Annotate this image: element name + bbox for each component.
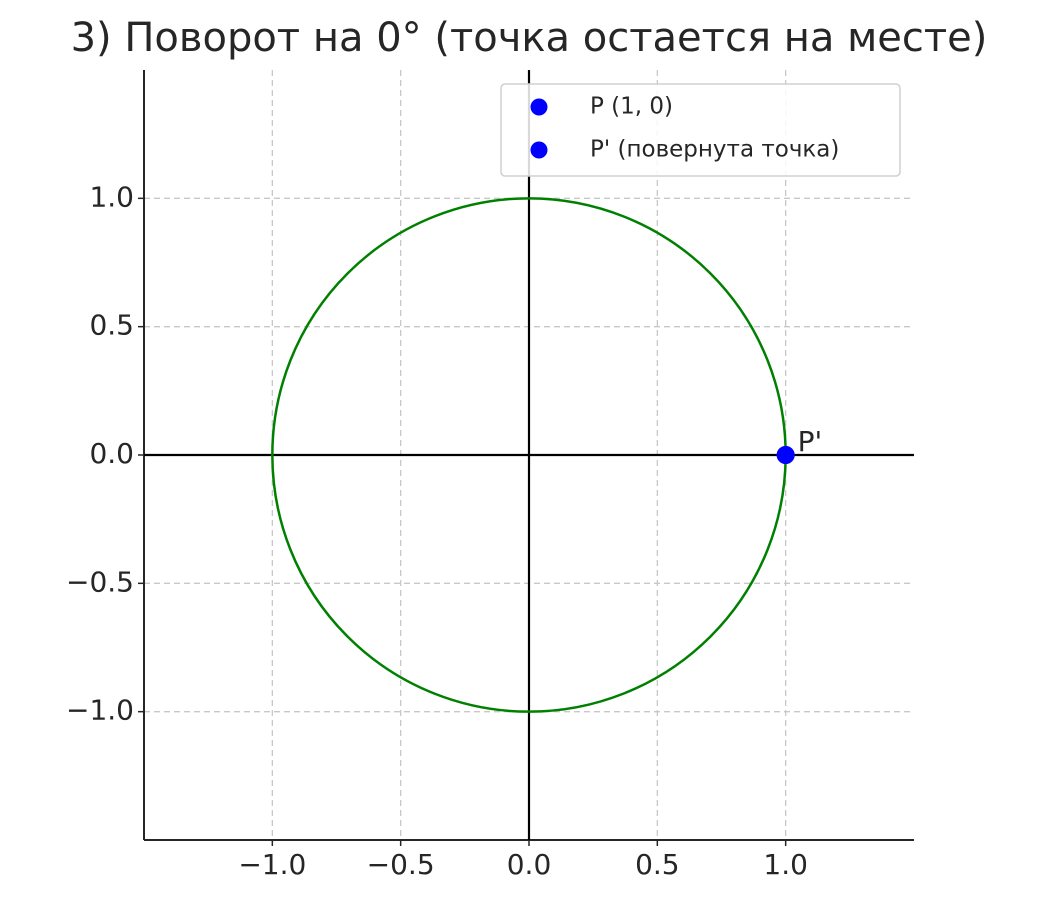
legend-marker [530, 98, 548, 116]
y-tick-label: −1.0 [66, 694, 134, 727]
legend-label: P' (повернута точка) [590, 137, 839, 163]
y-tick-label: −0.5 [66, 565, 134, 598]
x-tick-label: 1.0 [763, 848, 808, 881]
annotation: P' [798, 425, 823, 458]
x-tick-label: 0.0 [507, 848, 552, 881]
y-tick-label: 1.0 [89, 180, 134, 213]
point [776, 446, 795, 464]
x-tick-label: −0.5 [367, 848, 435, 881]
x-tick-label: −1.0 [238, 848, 306, 881]
chart-title: 3) Поворот на 0° (точка остается на мест… [71, 15, 988, 61]
legend-marker [530, 141, 548, 159]
y-tick-label: 0.0 [89, 437, 134, 470]
legend-box [500, 83, 901, 177]
x-tick-label: 0.5 [635, 848, 680, 881]
y-tick-label: 0.5 [89, 309, 134, 342]
legend-label: P (1, 0) [590, 94, 673, 120]
